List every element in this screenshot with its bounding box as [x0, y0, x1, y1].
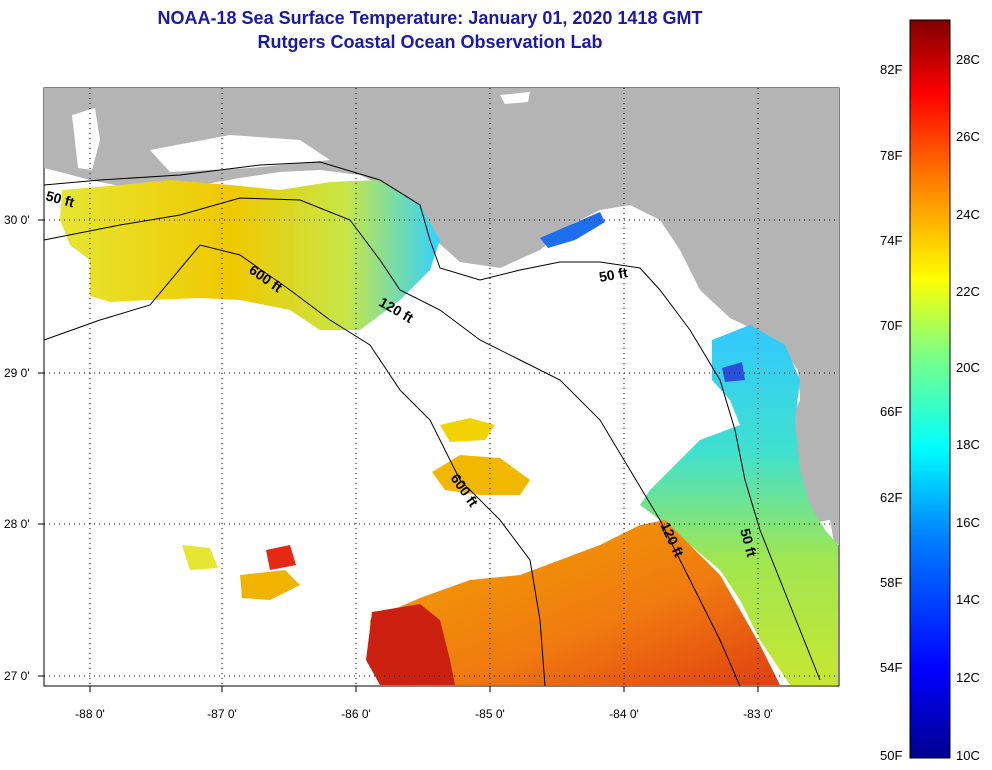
lat-tick-label: 27 0'	[4, 669, 30, 683]
colorbar-f-label: 74F	[880, 233, 902, 248]
colorbar-c-label: 14C	[956, 592, 980, 607]
colorbar-c-label: 12C	[956, 670, 980, 685]
sst-patch-yellow	[182, 545, 218, 570]
contour-label: 50 ft	[598, 264, 629, 285]
sst-patch-orange	[240, 570, 300, 600]
sst-patch-southwest	[366, 604, 455, 685]
sst-patch-blue-coast	[540, 212, 605, 248]
colorbar-f-label: 62F	[880, 490, 902, 505]
colorbar-c-label: 22C	[956, 284, 980, 299]
sst-patch-center	[432, 455, 530, 495]
land-mass	[44, 88, 839, 545]
colorbar-c-label: 18C	[956, 437, 980, 452]
sst-patch-red	[266, 545, 296, 570]
contour-label: 50 ft	[737, 527, 760, 559]
colorbar-f-label: 58F	[880, 575, 902, 590]
sst-patch-south	[370, 520, 780, 685]
colorbar-c-label: 26C	[956, 129, 980, 144]
lat-tick-label: 28 0'	[4, 517, 30, 531]
inland-water	[150, 135, 330, 172]
colorbar-c-label: 10C	[956, 748, 980, 763]
colorbar-c-label: 16C	[956, 515, 980, 530]
lon-tick-label: -83 0'	[743, 707, 773, 721]
axis-tick-marks	[38, 219, 759, 692]
sst-patch-east	[640, 325, 838, 685]
contour-label: 50 ft	[44, 187, 76, 210]
contour-120ft	[43, 197, 741, 687]
lon-tick-label: -85 0'	[475, 707, 505, 721]
colorbar-f-label: 70F	[880, 318, 902, 333]
colorbar-f-label: 78F	[880, 148, 902, 163]
colorbar-f-label: 50F	[880, 748, 902, 763]
lat-tick-label: 29 0'	[4, 366, 30, 380]
colorbar-c-label: 24C	[956, 207, 980, 222]
sst-patch-blue-east	[722, 362, 745, 382]
colorbar-c-label: 28C	[956, 52, 980, 67]
contour-50ft-north	[43, 161, 821, 681]
map-title: NOAA-18 Sea Surface Temperature: January…	[157, 8, 703, 28]
colorbar-f-label: 54F	[880, 660, 902, 675]
colorbar	[909, 19, 951, 759]
contour-600ft	[43, 244, 546, 687]
lon-tick-label: -88 0'	[75, 707, 105, 721]
inland-water	[72, 108, 100, 170]
lon-tick-label: -87 0'	[207, 707, 237, 721]
map-subtitle: Rutgers Coastal Ocean Observation Lab	[257, 32, 603, 52]
lat-tick-label: 30 0'	[4, 213, 30, 227]
sst-patch-center2	[440, 418, 495, 442]
colorbar-f-label: 82F	[880, 62, 902, 77]
colorbar-f-label: 66F	[880, 404, 902, 419]
lon-tick-label: -86 0'	[341, 707, 371, 721]
inland-water	[500, 92, 530, 104]
colorbar-c-label: 20C	[956, 360, 980, 375]
bathymetry-contours	[43, 161, 821, 687]
lon-tick-label: -84 0'	[609, 707, 639, 721]
